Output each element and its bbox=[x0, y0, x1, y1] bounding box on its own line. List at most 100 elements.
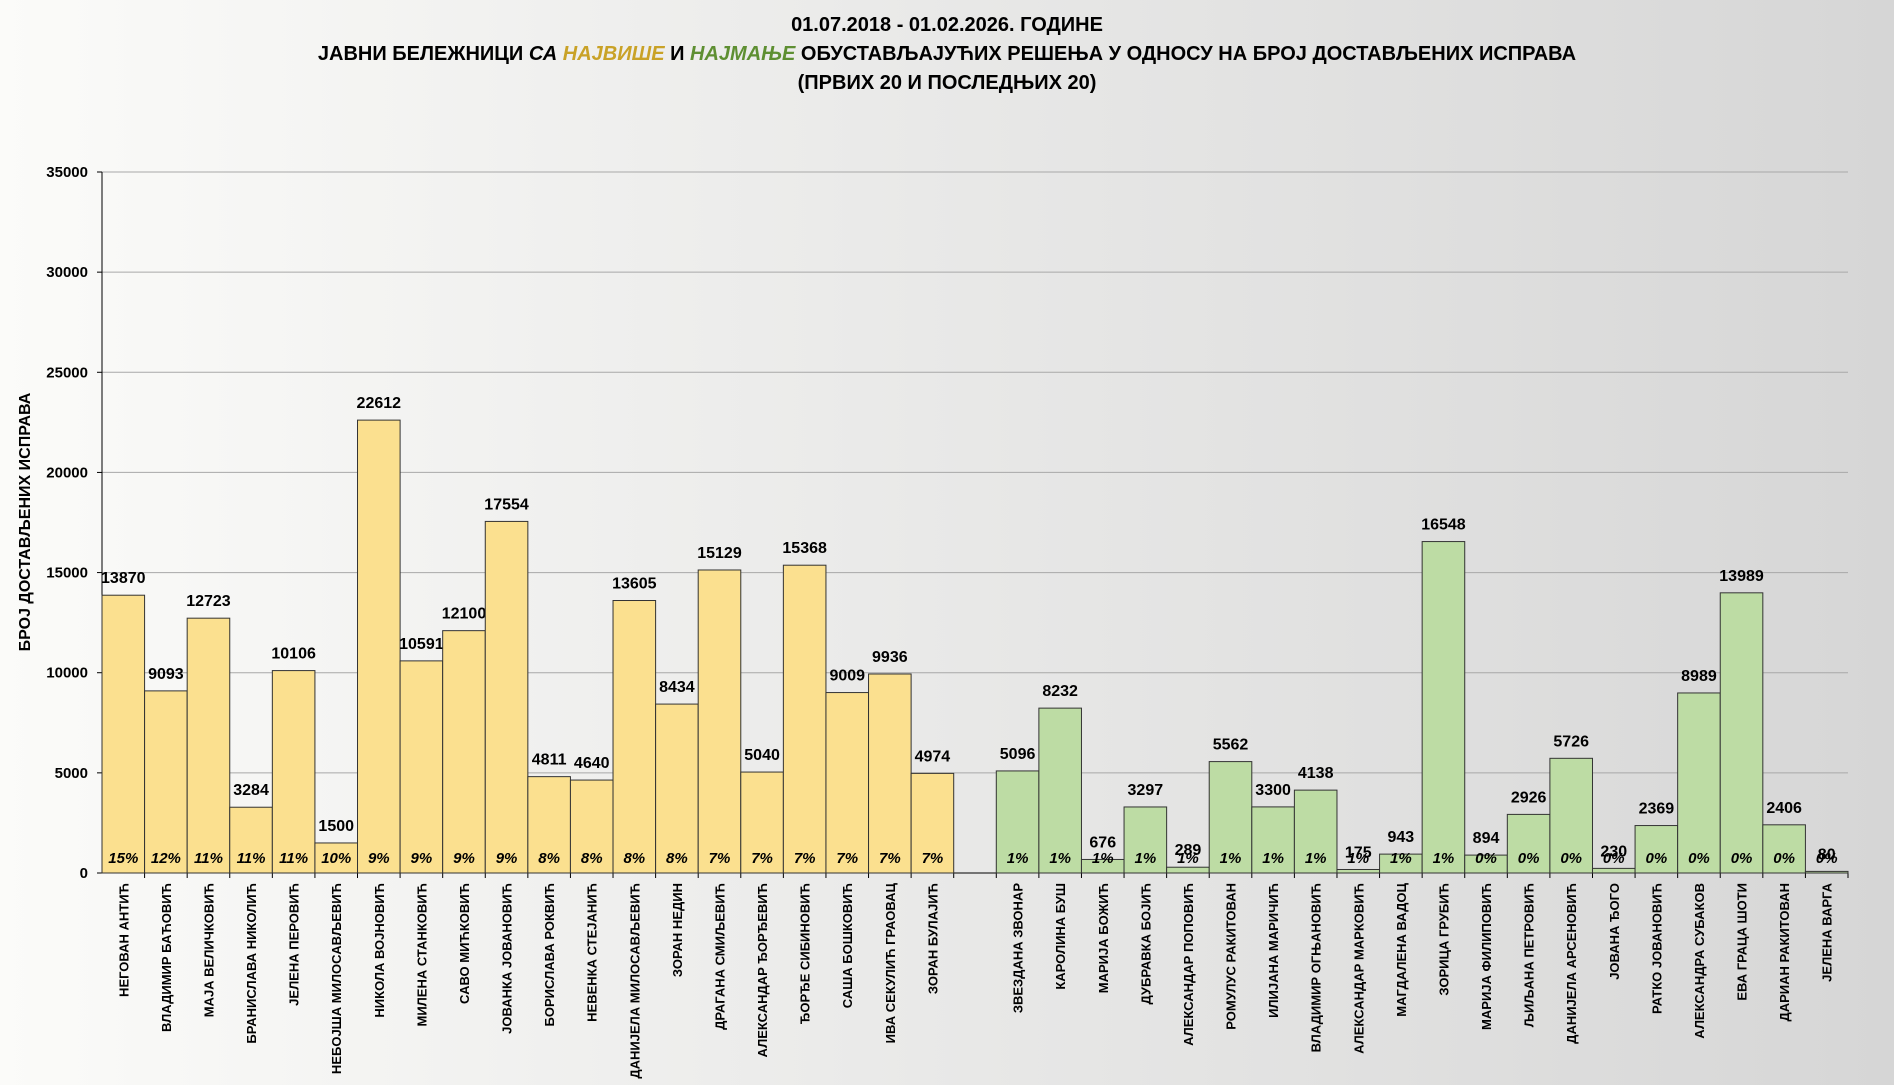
value-label: 4138 bbox=[1298, 765, 1334, 782]
bar bbox=[1762, 824, 1806, 874]
x-tick-label: КАРОЛИНА БУШ bbox=[1053, 883, 1068, 990]
bar bbox=[1293, 789, 1338, 874]
bar bbox=[1549, 757, 1593, 874]
share-label: 8% bbox=[538, 850, 560, 867]
value-label: 8989 bbox=[1681, 668, 1717, 685]
x-tick-label: МАГДАЛЕНА ВАДОЦ bbox=[1394, 882, 1409, 1016]
x-tick-label: НЕВЕНКА СТЕЈАНИЋ bbox=[585, 883, 600, 1022]
y-tick-label: 20000 bbox=[46, 464, 88, 481]
value-label: 13605 bbox=[612, 576, 657, 593]
x-tick-label: РАТКО ЈОВАНОВИЋ bbox=[1649, 883, 1664, 1014]
bar bbox=[825, 692, 870, 874]
share-label: 7% bbox=[709, 850, 731, 867]
share-label: 0% bbox=[1560, 850, 1582, 867]
value-label: 13870 bbox=[101, 570, 146, 587]
x-tick-label: АЛЕКСАНДРА СУБАКОВ bbox=[1692, 883, 1707, 1039]
share-label: 1% bbox=[1433, 850, 1455, 867]
x-tick-label: ЕВА ГРАЦА ШОТИ bbox=[1735, 883, 1750, 1001]
value-label: 4640 bbox=[574, 755, 610, 772]
value-label: 5096 bbox=[1000, 746, 1036, 763]
x-tick-label: ЈЕЛЕНА ПЕРОВИЋ bbox=[287, 883, 302, 1006]
share-label: 7% bbox=[879, 850, 901, 867]
share-label: 1% bbox=[1177, 850, 1199, 867]
bar bbox=[1123, 806, 1168, 874]
share-label: 8% bbox=[581, 850, 603, 867]
value-label: 4974 bbox=[915, 748, 951, 765]
bar bbox=[186, 617, 231, 874]
y-axis-label: БРОЈ ДОСТАВЉЕНИХ ИСПРАВА bbox=[17, 392, 34, 651]
x-tick-label: ДАНИЈЕЛА АРСЕНОВИЋ bbox=[1564, 883, 1579, 1044]
value-label: 2926 bbox=[1511, 789, 1547, 806]
title-line: ЈАВНИ БЕЛЕЖНИЦИ СА НАЈВИШЕ И НАЈМАЊЕ ОБУ… bbox=[318, 43, 1576, 65]
title-part: НАЈВИШЕ bbox=[563, 43, 665, 65]
value-label: 289 bbox=[1175, 842, 1202, 859]
y-tick-label: 15000 bbox=[46, 565, 88, 582]
value-label: 2406 bbox=[1766, 800, 1802, 817]
value-label: 1500 bbox=[318, 818, 354, 835]
value-label: 4811 bbox=[532, 752, 567, 769]
x-tick-label: РОМУЛУС РАКИТОВАН bbox=[1224, 883, 1239, 1030]
share-label: 1% bbox=[1262, 850, 1284, 867]
y-tick-label: 5000 bbox=[55, 765, 88, 782]
title-part: ЈАВНИ БЕЛЕЖНИЦИ bbox=[318, 43, 523, 65]
bar bbox=[229, 806, 273, 874]
title-part: И bbox=[670, 43, 684, 65]
x-tick-label: ЗВЕЗДАНА ЗВОНАР bbox=[1011, 883, 1026, 1013]
share-label: 7% bbox=[922, 850, 944, 867]
share-label: 0% bbox=[1773, 850, 1795, 867]
share-label: 1% bbox=[1092, 850, 1114, 867]
share-label: 1% bbox=[1134, 850, 1156, 867]
x-tick-label: ВЛАДИМИР ОГЊАНОВИЋ bbox=[1309, 883, 1324, 1052]
value-label: 2369 bbox=[1639, 801, 1675, 818]
value-label: 175 bbox=[1345, 844, 1372, 861]
share-label: 9% bbox=[368, 850, 390, 867]
y-tick-label: 30000 bbox=[46, 264, 88, 281]
share-label: 1% bbox=[1347, 850, 1369, 867]
share-label: 12% bbox=[151, 850, 181, 867]
value-label: 16548 bbox=[1421, 517, 1466, 534]
bar bbox=[1166, 866, 1210, 874]
y-tick-label: 0 bbox=[80, 865, 88, 882]
value-label: 3297 bbox=[1128, 782, 1164, 799]
x-tick-label: АЛЕКСАНДАР ЂОРЂЕВИЋ bbox=[755, 883, 770, 1057]
bar bbox=[1634, 825, 1679, 874]
bar bbox=[612, 600, 657, 874]
value-label: 8434 bbox=[659, 679, 695, 696]
bar bbox=[1421, 541, 1466, 874]
x-tick-label: ДУБРАВКА БОЈИЋ bbox=[1138, 883, 1153, 1005]
bar bbox=[910, 772, 955, 874]
bar bbox=[527, 776, 571, 874]
value-label: 894 bbox=[1473, 830, 1500, 847]
x-tick-label: МАРИЈА ФИЛИПОВИЋ bbox=[1479, 883, 1494, 1030]
bar bbox=[740, 771, 784, 874]
bar bbox=[484, 520, 529, 874]
x-tick-label: НЕБОЈША МИЛОСАВЉЕВИЋ bbox=[329, 883, 344, 1074]
bar bbox=[1208, 761, 1253, 874]
share-label: 11% bbox=[237, 850, 266, 867]
value-label: 17554 bbox=[484, 496, 529, 513]
share-label: 1% bbox=[1049, 850, 1071, 867]
bar bbox=[144, 690, 188, 874]
bar bbox=[1591, 867, 1636, 874]
x-tick-label: ЈОВАНА ЂОГО bbox=[1607, 883, 1622, 980]
x-tick-label: ВЛАДИМИР БАЋОВИЋ bbox=[159, 883, 174, 1032]
share-label: 0% bbox=[1603, 850, 1625, 867]
title-part: НАЈМАЊЕ bbox=[690, 43, 796, 65]
x-tick-label: САВО МИЋКОВИЋ bbox=[457, 883, 472, 1004]
value-label: 3284 bbox=[233, 782, 269, 799]
x-tick-label: ДАНИЈЕЛА МИЛОСАВЉЕВИЋ bbox=[627, 883, 642, 1079]
value-label: 943 bbox=[1388, 829, 1415, 846]
share-label: 0% bbox=[1816, 850, 1838, 867]
share-label: 1% bbox=[1220, 850, 1242, 867]
title-line: 01.07.2018 - 01.02.2026. ГОДИНЕ bbox=[791, 14, 1103, 36]
x-tick-label: БОРИСЛАВА РОКВИЋ bbox=[542, 883, 557, 1026]
bar bbox=[101, 594, 146, 874]
x-tick-label: НЕГОВАН АНТИЋ bbox=[116, 883, 131, 997]
share-label: 9% bbox=[453, 850, 475, 867]
value-label: 9093 bbox=[148, 666, 184, 683]
title-part: ОБУСТАВЉАЈУЋИХ РЕШЕЊА У ОДНОСУ НА БРОЈ Д… bbox=[801, 43, 1576, 65]
value-label: 5726 bbox=[1553, 733, 1589, 750]
share-label: 0% bbox=[1731, 850, 1753, 867]
bar bbox=[655, 703, 699, 874]
